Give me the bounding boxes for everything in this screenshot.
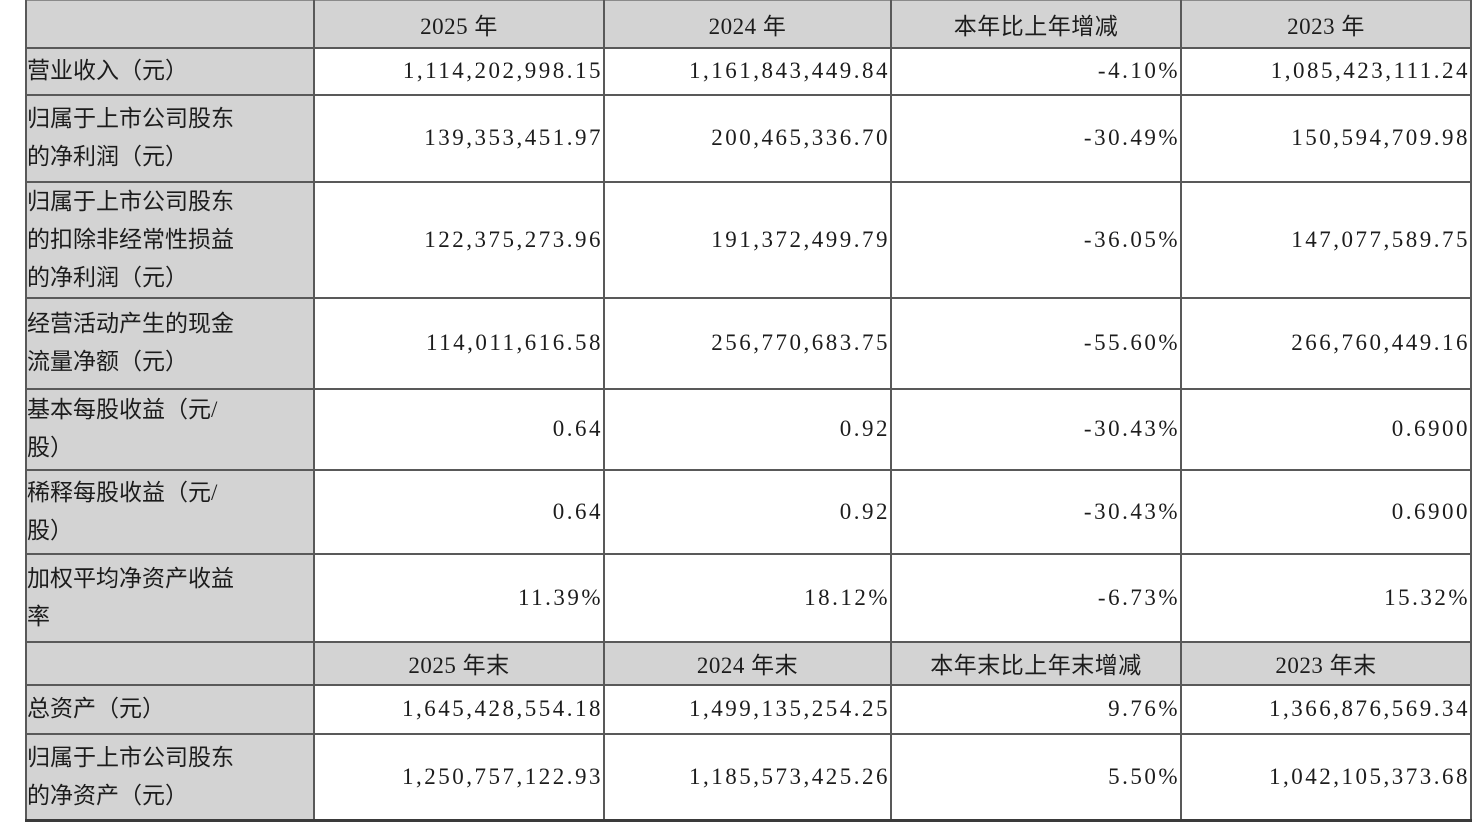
financial-summary-table: 2025 年 2024 年 本年比上年增减 2023 年 营业收入（元） 1,1… (25, 0, 1472, 822)
value-cell: 1,085,423,111.24 (1180, 46, 1472, 96)
value-cell: 0.92 (603, 468, 892, 555)
table-row-net-profit: 归属于上市公司股东 的净利润（元） 139,353,451.97 200,465… (25, 93, 1472, 183)
value-cell: 0.6900 (1180, 387, 1472, 471)
row-label: 稀释每股收益（元/ 股） (25, 468, 315, 555)
value-cell: -30.43% (890, 468, 1182, 555)
value-cell: 9.76% (890, 683, 1182, 735)
value-cell: -30.49% (890, 93, 1182, 183)
value-cell: 200,465,336.70 (603, 93, 892, 183)
row-label: 营业收入（元） (25, 46, 315, 96)
annual-header-2025: 2025 年 (313, 0, 605, 49)
row-label: 经营活动产生的现金 流量净额（元） (25, 296, 315, 390)
yearend-header-2023: 2023 年末 (1180, 640, 1472, 686)
table-row-basic-eps: 基本每股收益（元/ 股） 0.64 0.92 -30.43% 0.6900 (25, 387, 1472, 471)
value-cell: 1,366,876,569.34 (1180, 683, 1472, 735)
value-cell: 0.6900 (1180, 468, 1472, 555)
yearend-header-row: 2025 年末 2024 年末 本年末比上年末增减 2023 年末 (25, 640, 1472, 686)
value-cell: 114,011,616.58 (313, 296, 605, 390)
table-row-total-assets: 总资产（元） 1,645,428,554.18 1,499,135,254.25… (25, 683, 1472, 735)
table-row-diluted-eps: 稀释每股收益（元/ 股） 0.64 0.92 -30.43% 0.6900 (25, 468, 1472, 555)
row-label: 归属于上市公司股东 的扣除非经常性损益 的净利润（元） (25, 180, 315, 299)
value-cell: 122,375,273.96 (313, 180, 605, 299)
value-cell: 191,372,499.79 (603, 180, 892, 299)
value-cell: 150,594,709.98 (1180, 93, 1472, 183)
table-row-operating-revenue: 营业收入（元） 1,114,202,998.15 1,161,843,449.8… (25, 46, 1472, 96)
value-cell: 139,353,451.97 (313, 93, 605, 183)
annual-header-yoy-change: 本年比上年增减 (890, 0, 1182, 49)
value-cell: 0.64 (313, 468, 605, 555)
table-row-weighted-avg-roe: 加权平均净资产收益 率 11.39% 18.12% -6.73% 15.32% (25, 552, 1472, 643)
value-cell: 147,077,589.75 (1180, 180, 1472, 299)
value-cell: 5.50% (890, 732, 1182, 822)
value-cell: 1,042,105,373.68 (1180, 732, 1472, 822)
yearend-header-blank-cell (25, 640, 315, 686)
row-label: 归属于上市公司股东 的净利润（元） (25, 93, 315, 183)
table-row-operating-cash-flow: 经营活动产生的现金 流量净额（元） 114,011,616.58 256,770… (25, 296, 1472, 390)
value-cell: -55.60% (890, 296, 1182, 390)
value-cell: -4.10% (890, 46, 1182, 96)
value-cell: 1,250,757,122.93 (313, 732, 605, 822)
value-cell: -6.73% (890, 552, 1182, 643)
annual-header-2024: 2024 年 (603, 0, 892, 49)
value-cell: -36.05% (890, 180, 1182, 299)
row-label: 基本每股收益（元/ 股） (25, 387, 315, 471)
value-cell: 1,185,573,425.26 (603, 732, 892, 822)
table-row-net-profit-excl-nonrecurring: 归属于上市公司股东 的扣除非经常性损益 的净利润（元） 122,375,273.… (25, 180, 1472, 299)
yearend-header-2025: 2025 年末 (313, 640, 605, 686)
yearend-header-yoy-change: 本年末比上年末增减 (890, 640, 1182, 686)
value-cell: 266,760,449.16 (1180, 296, 1472, 390)
row-label: 归属于上市公司股东 的净资产（元） (25, 732, 315, 822)
value-cell: 1,114,202,998.15 (313, 46, 605, 96)
value-cell: 1,645,428,554.18 (313, 683, 605, 735)
annual-header-blank-cell (25, 0, 315, 49)
value-cell: 256,770,683.75 (603, 296, 892, 390)
value-cell: 0.92 (603, 387, 892, 471)
value-cell: -30.43% (890, 387, 1182, 471)
row-label: 加权平均净资产收益 率 (25, 552, 315, 643)
row-label: 总资产（元） (25, 683, 315, 735)
annual-header-row: 2025 年 2024 年 本年比上年增减 2023 年 (25, 0, 1472, 49)
value-cell: 18.12% (603, 552, 892, 643)
table-row-net-assets: 归属于上市公司股东 的净资产（元） 1,250,757,122.93 1,185… (25, 732, 1472, 822)
financial-summary: 2025 年 2024 年 本年比上年增减 2023 年 营业收入（元） 1,1… (25, 0, 1472, 822)
value-cell: 1,161,843,449.84 (603, 46, 892, 96)
value-cell: 1,499,135,254.25 (603, 683, 892, 735)
value-cell: 11.39% (313, 552, 605, 643)
value-cell: 15.32% (1180, 552, 1472, 643)
yearend-header-2024: 2024 年末 (603, 640, 892, 686)
annual-header-2023: 2023 年 (1180, 0, 1472, 49)
value-cell: 0.64 (313, 387, 605, 471)
